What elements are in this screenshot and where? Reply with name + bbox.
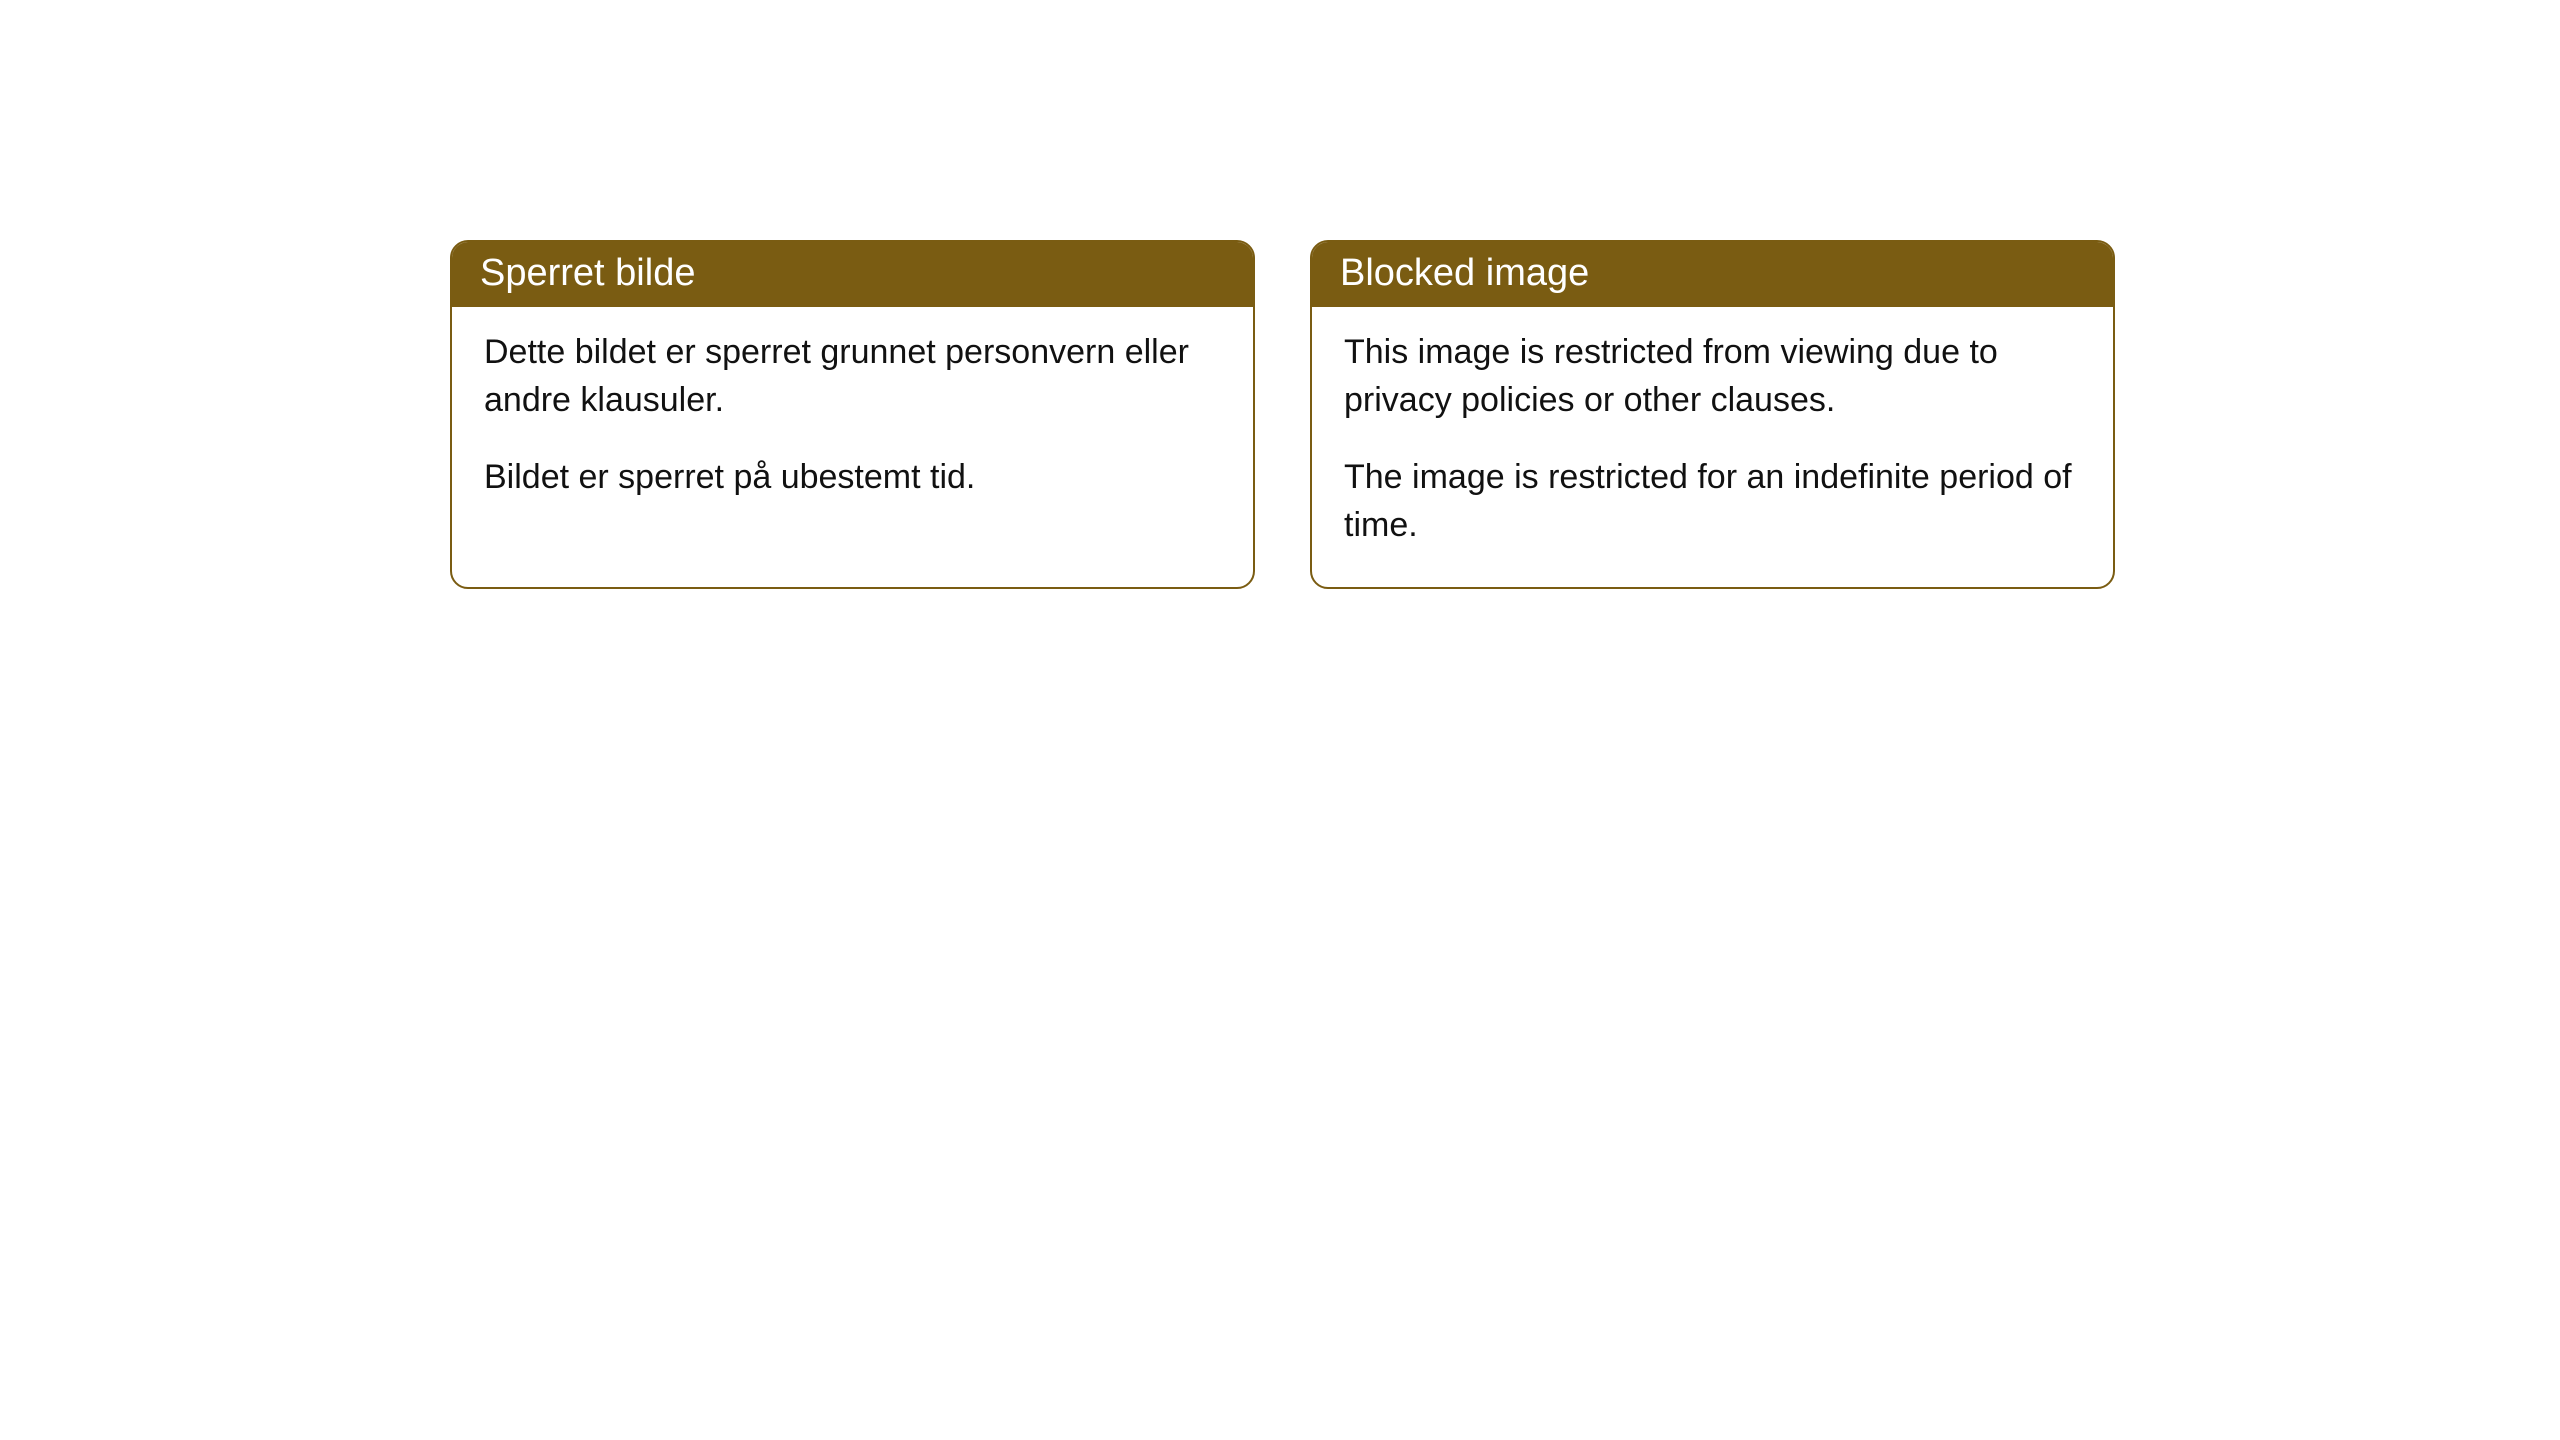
notice-body: This image is restricted from viewing du… xyxy=(1312,307,2113,587)
notice-header: Sperret bilde xyxy=(452,242,1253,307)
notice-container: Sperret bilde Dette bildet er sperret gr… xyxy=(0,0,2560,589)
notice-paragraph: Bildet er sperret på ubestemt tid. xyxy=(484,454,1221,502)
notice-paragraph: Dette bildet er sperret grunnet personve… xyxy=(484,329,1221,424)
notice-card-norwegian: Sperret bilde Dette bildet er sperret gr… xyxy=(450,240,1255,589)
notice-paragraph: The image is restricted for an indefinit… xyxy=(1344,454,2081,549)
notice-card-english: Blocked image This image is restricted f… xyxy=(1310,240,2115,589)
notice-body: Dette bildet er sperret grunnet personve… xyxy=(452,307,1253,540)
notice-header: Blocked image xyxy=(1312,242,2113,307)
notice-paragraph: This image is restricted from viewing du… xyxy=(1344,329,2081,424)
